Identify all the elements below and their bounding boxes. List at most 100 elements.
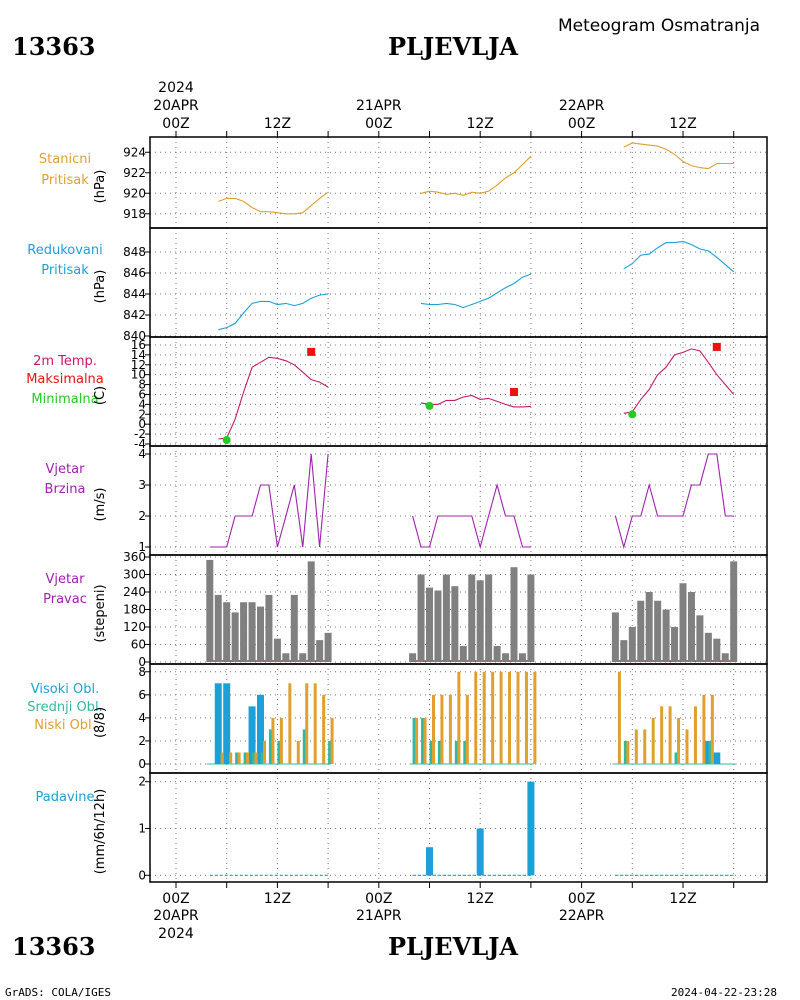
top-date: 20APR (153, 98, 199, 114)
series-line (623, 348, 735, 414)
direction-bar (730, 561, 738, 662)
cloud-bar (437, 740, 441, 764)
direction-bar (662, 609, 670, 662)
cloud-bar (524, 671, 528, 764)
cloud-bar (516, 671, 520, 764)
cloud-bar (302, 729, 306, 764)
panel-label: Visoki Obl. (31, 682, 99, 697)
cloud-bar (677, 717, 681, 764)
cloud-bar (268, 729, 272, 764)
bottom-hour-label: 00Z (365, 891, 392, 907)
direction-bar (282, 653, 290, 662)
y-tick-label: 1 (138, 540, 146, 554)
y-tick-label: 180 (123, 603, 146, 617)
series-line (420, 394, 531, 408)
y-tick-label: 922 (123, 166, 146, 180)
series-line (218, 356, 329, 440)
direction-bar (442, 574, 450, 662)
y-tick-label: 4 (138, 447, 146, 461)
tmax-marker (510, 388, 518, 396)
direction-bar (409, 653, 417, 662)
direction-bar (493, 645, 501, 662)
cloud-bar (252, 752, 256, 764)
panel-label: Pritisak (41, 173, 89, 188)
cloud-bar (491, 671, 495, 764)
panel-frame (149, 336, 768, 447)
bottom-hour-label: 12Z (669, 891, 696, 907)
cloud-bar (708, 740, 712, 764)
cloud-bar (702, 694, 706, 764)
precip-bar (527, 781, 535, 876)
cloud-bar (432, 694, 435, 764)
y-tick-label: -2 (134, 427, 146, 441)
cloud-bar (693, 706, 697, 764)
cloud-bar (296, 740, 300, 764)
direction-bar (434, 590, 442, 662)
cloud-bar (674, 752, 678, 764)
cloud-bar (271, 717, 275, 764)
bottom-hour-label: 12Z (466, 891, 493, 907)
direction-bar (671, 627, 679, 662)
cloud-bar (668, 706, 672, 764)
y-tick-label: 16 (131, 338, 146, 352)
direction-bar (257, 606, 264, 662)
y-tick-label: 0 (138, 868, 146, 882)
y-tick-label: 8 (138, 665, 146, 679)
top-year: 2024 (158, 80, 194, 96)
y-tick-label: 360 (123, 550, 146, 564)
bottom-date: 22APR (559, 908, 605, 924)
direction-bar (290, 594, 298, 662)
precip-bar (426, 847, 433, 876)
cloud-bar (254, 752, 258, 764)
cloud-bar (710, 694, 714, 764)
cloud-bar (328, 740, 332, 764)
station-id-bottom: 13363 (12, 932, 96, 961)
cloud-bar (260, 752, 264, 764)
panel-temperature: 2m Temp.MaksimalnaMinimalna(C)-4-2024681… (26, 336, 768, 451)
y-tick-label: 2 (138, 734, 146, 748)
y-axis-unit: (m/s) (93, 488, 108, 522)
y-tick-label: 2 (138, 509, 146, 523)
direction-bar (223, 602, 231, 662)
panel-label: Brzina (45, 482, 86, 497)
direction-bar (265, 594, 273, 662)
direction-bar (620, 640, 628, 662)
panel-label: 2m Temp. (33, 354, 97, 369)
precip-bar (476, 828, 484, 876)
bottom-date: 21APR (356, 908, 402, 924)
panel-frame (149, 227, 768, 338)
y-tick-label: 846 (123, 266, 146, 280)
series-line (209, 453, 329, 548)
panel-reduced_pressure: Redukovani Pritisak (hPa) 840 842 844 846 848 (27, 227, 768, 343)
cloud-bar (235, 752, 239, 764)
cloud-bar (643, 729, 647, 764)
direction-bar (299, 653, 307, 662)
station-name: PLJEVLJA (388, 32, 518, 61)
series-line (420, 155, 532, 196)
y-tick-label: 6 (138, 387, 146, 401)
panel-label: Minimalna (31, 392, 98, 407)
direction-bar (214, 594, 222, 662)
panel-wind_speed: Vjetar Brzina (m/s) 1 2 3 4 (45, 445, 768, 556)
y-tick-label: 0 (138, 655, 146, 669)
cloud-bar (421, 717, 425, 764)
bottom-hour-label: 00Z (568, 891, 595, 907)
y-tick-label: 842 (123, 308, 146, 322)
direction-bar (324, 632, 332, 662)
cloud-bar (263, 740, 266, 764)
panel-label: Pritisak (41, 263, 89, 278)
cloud-bar (243, 752, 247, 764)
y-tick-label: 3 (138, 478, 146, 492)
series-line (623, 240, 735, 273)
y-tick-label: 918 (123, 207, 146, 221)
cloud-bar (626, 740, 630, 764)
cloud-bar (508, 671, 512, 764)
direction-bar (485, 574, 493, 662)
tmin-marker (425, 401, 434, 410)
y-tick-label: 840 (123, 329, 146, 343)
panel-frame (149, 445, 768, 556)
y-tick-label: 6 (138, 688, 146, 702)
y-tick-label: 1 (138, 822, 146, 836)
series-line (420, 273, 532, 309)
